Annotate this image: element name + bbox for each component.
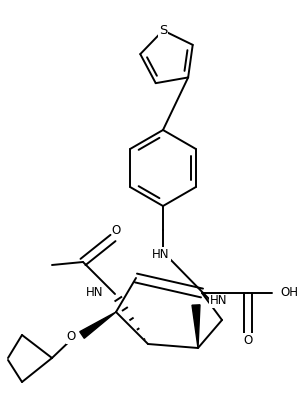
Text: HN: HN <box>210 294 227 307</box>
Text: O: O <box>67 331 76 344</box>
Text: O: O <box>243 333 253 346</box>
Text: HN: HN <box>86 286 103 299</box>
Text: OH: OH <box>280 286 298 299</box>
Text: S: S <box>159 24 167 37</box>
Text: HN: HN <box>152 247 170 260</box>
Text: O: O <box>111 223 121 236</box>
Polygon shape <box>80 312 116 339</box>
Polygon shape <box>192 305 200 348</box>
